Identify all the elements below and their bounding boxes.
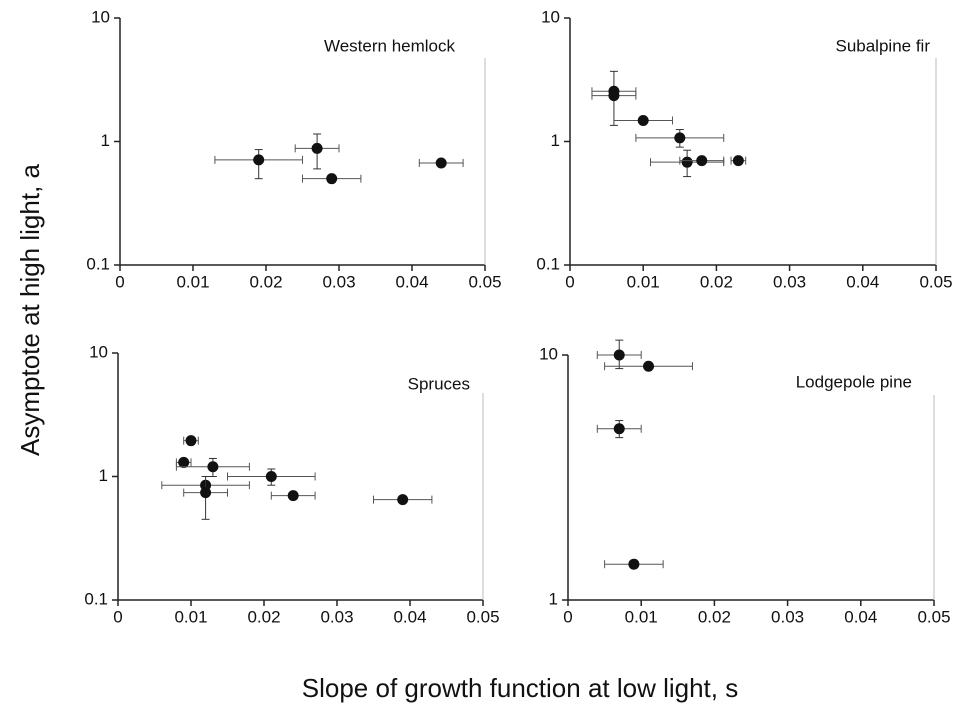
point — [185, 435, 197, 447]
x-tick-label: 0.05 — [468, 272, 501, 291]
x-tick-label: 0.02 — [698, 607, 731, 626]
x-tick-label: 0 — [113, 607, 122, 626]
point — [397, 494, 409, 506]
y-tick-label: 1 — [101, 131, 110, 150]
x-tick-label: 0.02 — [249, 272, 282, 291]
x-tick-label: 0 — [115, 272, 124, 291]
point — [608, 90, 620, 102]
x-tick-label: 0.01 — [627, 272, 660, 291]
x-tick-label: 0.04 — [393, 607, 426, 626]
y-tick-label: 10 — [539, 344, 558, 363]
x-tick-label: 0.01 — [174, 607, 207, 626]
x-tick-label: 0 — [563, 607, 572, 626]
point — [253, 154, 265, 166]
point — [207, 461, 219, 473]
y-tick-label: 1 — [551, 131, 560, 150]
x-tick-label: 0.03 — [771, 607, 804, 626]
x-axis-label: Slope of growth function at low light, s — [302, 673, 738, 703]
point — [696, 155, 708, 167]
x-tick-label: 0.03 — [320, 607, 353, 626]
y-tick-label: 1 — [549, 589, 558, 608]
y-tick-label: 10 — [91, 7, 110, 26]
panel-title: Western hemlock — [324, 36, 456, 55]
x-tick-label: 0.02 — [700, 272, 733, 291]
x-tick-label: 0.01 — [625, 607, 658, 626]
x-tick-label: 0.04 — [395, 272, 428, 291]
point — [287, 490, 299, 502]
y-tick-label: 10 — [89, 342, 108, 361]
x-tick-label: 0.04 — [846, 272, 879, 291]
panel-title: Subalpine fir — [835, 36, 930, 55]
panel-title: Spruces — [408, 374, 470, 393]
y-tick-label: 0.1 — [536, 254, 560, 273]
x-tick-label: 0.04 — [844, 607, 877, 626]
x-tick-label: 0.03 — [773, 272, 806, 291]
y-tick-label: 0.1 — [84, 589, 108, 608]
point — [265, 471, 277, 482]
point — [311, 142, 323, 154]
point — [178, 456, 190, 468]
point — [435, 157, 447, 169]
point — [326, 173, 338, 185]
x-tick-label: 0.03 — [322, 272, 355, 291]
point — [613, 423, 625, 435]
x-tick-label: 0.01 — [176, 272, 209, 291]
point — [613, 349, 625, 361]
x-tick-label: 0 — [565, 272, 574, 291]
point — [732, 155, 744, 167]
x-tick-label: 0.02 — [247, 607, 280, 626]
x-tick-label: 0.05 — [917, 607, 950, 626]
y-tick-label: 0.1 — [86, 254, 110, 273]
point — [200, 487, 212, 499]
point — [637, 114, 649, 126]
x-tick-label: 0.05 — [466, 607, 499, 626]
y-tick-label: 10 — [541, 7, 560, 26]
point — [643, 360, 655, 372]
panel-title: Lodgepole pine — [796, 372, 912, 391]
point — [628, 558, 640, 570]
point — [674, 132, 686, 144]
y-tick-label: 1 — [99, 466, 108, 485]
y-axis-label: Asymptote at high light, a — [15, 163, 45, 455]
point — [681, 156, 693, 168]
x-tick-label: 0.05 — [919, 272, 952, 291]
